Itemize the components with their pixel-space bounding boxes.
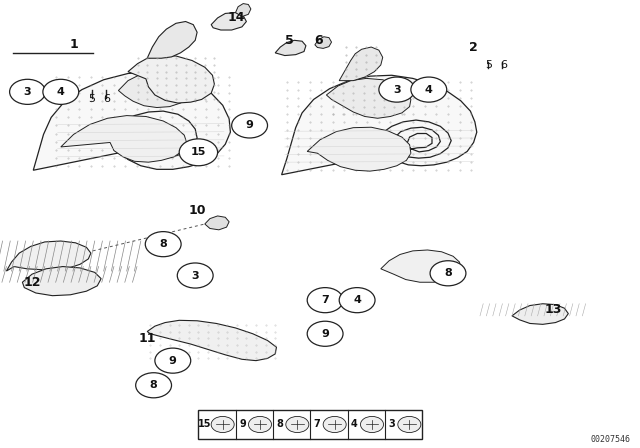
Text: 5: 5 [88,94,95,103]
Text: 8: 8 [444,268,452,278]
Text: 15: 15 [191,147,206,157]
Text: 4: 4 [351,419,358,430]
Text: 1: 1 [69,38,78,52]
Circle shape [211,417,234,433]
Text: 9: 9 [239,419,246,430]
Polygon shape [61,116,187,162]
Text: 8: 8 [150,380,157,390]
Polygon shape [326,78,411,118]
Text: 7: 7 [321,295,329,305]
Text: 4: 4 [425,85,433,95]
Circle shape [179,139,218,166]
Text: 9: 9 [321,329,329,339]
Text: 3: 3 [393,85,401,95]
Text: 2: 2 [469,40,478,54]
Text: 4: 4 [353,295,361,305]
Polygon shape [147,22,197,58]
Text: 9: 9 [246,121,253,130]
Polygon shape [211,13,246,30]
Circle shape [248,417,271,433]
Polygon shape [205,216,229,230]
Polygon shape [118,73,191,108]
Circle shape [10,79,45,104]
Polygon shape [315,37,332,48]
Text: 6: 6 [104,94,110,103]
Circle shape [145,232,181,257]
Circle shape [398,417,421,433]
Circle shape [379,77,415,102]
Circle shape [155,348,191,373]
Text: 3: 3 [191,271,199,280]
Text: 3: 3 [24,87,31,97]
Circle shape [136,373,172,398]
Text: 13: 13 [545,302,563,316]
Circle shape [339,288,375,313]
Polygon shape [512,304,568,324]
Circle shape [360,417,383,433]
Polygon shape [128,56,214,103]
Polygon shape [33,72,230,170]
Circle shape [286,417,309,433]
Polygon shape [381,250,461,282]
Text: 14: 14 [228,11,246,25]
Circle shape [411,77,447,102]
Circle shape [43,79,79,104]
Text: 00207546: 00207546 [590,435,630,444]
Polygon shape [6,241,91,271]
Text: 12: 12 [23,276,41,289]
Circle shape [323,417,346,433]
Text: 3: 3 [388,419,395,430]
Text: 9: 9 [169,356,177,366]
Polygon shape [236,4,251,17]
Text: 10: 10 [188,204,206,217]
Polygon shape [275,40,306,56]
Text: 5: 5 [485,60,492,70]
Circle shape [430,261,466,286]
Circle shape [307,321,343,346]
Text: 8: 8 [159,239,167,249]
Text: 15: 15 [198,419,212,430]
Circle shape [232,113,268,138]
Bar [198,410,422,439]
Polygon shape [282,75,477,175]
Text: 5: 5 [285,34,294,47]
Text: 11: 11 [138,332,156,345]
Polygon shape [147,320,276,361]
Text: 6: 6 [314,34,323,47]
Text: 4: 4 [57,87,65,97]
Polygon shape [307,127,411,171]
Text: 8: 8 [276,419,284,430]
Text: 7: 7 [314,419,321,430]
Polygon shape [22,267,101,296]
Polygon shape [339,47,383,81]
Circle shape [307,288,343,313]
Circle shape [177,263,213,288]
Text: 6: 6 [500,60,507,70]
